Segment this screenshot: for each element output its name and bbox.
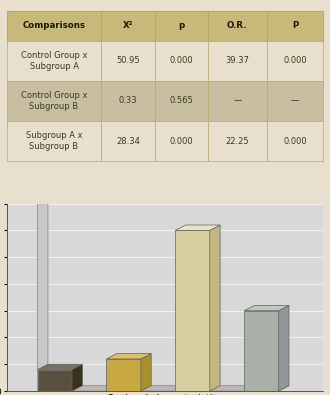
Text: —: — bbox=[291, 96, 299, 105]
Polygon shape bbox=[38, 386, 289, 391]
Text: 28.34: 28.34 bbox=[116, 137, 140, 146]
Polygon shape bbox=[38, 198, 48, 391]
Text: —: — bbox=[233, 96, 242, 105]
FancyBboxPatch shape bbox=[267, 11, 323, 41]
FancyBboxPatch shape bbox=[102, 121, 154, 161]
FancyBboxPatch shape bbox=[208, 81, 267, 121]
FancyBboxPatch shape bbox=[102, 81, 154, 121]
Text: 0.565: 0.565 bbox=[169, 96, 193, 105]
FancyBboxPatch shape bbox=[154, 41, 208, 81]
Text: 0.000: 0.000 bbox=[283, 56, 307, 65]
FancyBboxPatch shape bbox=[154, 11, 208, 41]
FancyBboxPatch shape bbox=[102, 11, 154, 41]
FancyBboxPatch shape bbox=[7, 41, 102, 81]
FancyBboxPatch shape bbox=[208, 121, 267, 161]
Polygon shape bbox=[244, 305, 289, 311]
Text: Control Group x
Subgroup A: Control Group x Subgroup A bbox=[21, 51, 87, 71]
Polygon shape bbox=[38, 364, 82, 370]
FancyBboxPatch shape bbox=[267, 81, 323, 121]
Polygon shape bbox=[175, 225, 220, 230]
Polygon shape bbox=[72, 364, 82, 391]
FancyBboxPatch shape bbox=[267, 41, 323, 81]
Polygon shape bbox=[210, 225, 220, 391]
Text: 39.37: 39.37 bbox=[225, 56, 249, 65]
FancyBboxPatch shape bbox=[208, 11, 267, 41]
X-axis label: Occlusal characteristics: Occlusal characteristics bbox=[107, 394, 223, 395]
Text: Comparisons: Comparisons bbox=[22, 21, 85, 30]
FancyBboxPatch shape bbox=[7, 11, 102, 41]
Text: P: P bbox=[292, 21, 298, 30]
Polygon shape bbox=[141, 354, 151, 391]
Text: 0.000: 0.000 bbox=[283, 137, 307, 146]
Bar bbox=[38, 370, 72, 391]
FancyBboxPatch shape bbox=[7, 121, 102, 161]
Text: 0.000: 0.000 bbox=[169, 56, 193, 65]
Text: Subgroup A x
Subgroup B: Subgroup A x Subgroup B bbox=[26, 131, 82, 151]
Bar bbox=[107, 359, 141, 391]
Text: X²: X² bbox=[123, 21, 133, 30]
FancyBboxPatch shape bbox=[208, 41, 267, 81]
Text: p: p bbox=[178, 21, 184, 30]
Text: 22.25: 22.25 bbox=[225, 137, 249, 146]
Text: 50.95: 50.95 bbox=[116, 56, 140, 65]
FancyBboxPatch shape bbox=[267, 121, 323, 161]
FancyBboxPatch shape bbox=[154, 121, 208, 161]
Bar bbox=[175, 230, 210, 391]
Text: 0.000: 0.000 bbox=[169, 137, 193, 146]
Text: 0.33: 0.33 bbox=[119, 96, 137, 105]
Text: O.R.: O.R. bbox=[227, 21, 248, 30]
Polygon shape bbox=[279, 305, 289, 391]
FancyBboxPatch shape bbox=[7, 81, 102, 121]
Polygon shape bbox=[107, 354, 151, 359]
FancyBboxPatch shape bbox=[154, 81, 208, 121]
FancyBboxPatch shape bbox=[102, 41, 154, 81]
Bar bbox=[244, 311, 279, 391]
Text: Control Group x
Subgroup B: Control Group x Subgroup B bbox=[21, 91, 87, 111]
